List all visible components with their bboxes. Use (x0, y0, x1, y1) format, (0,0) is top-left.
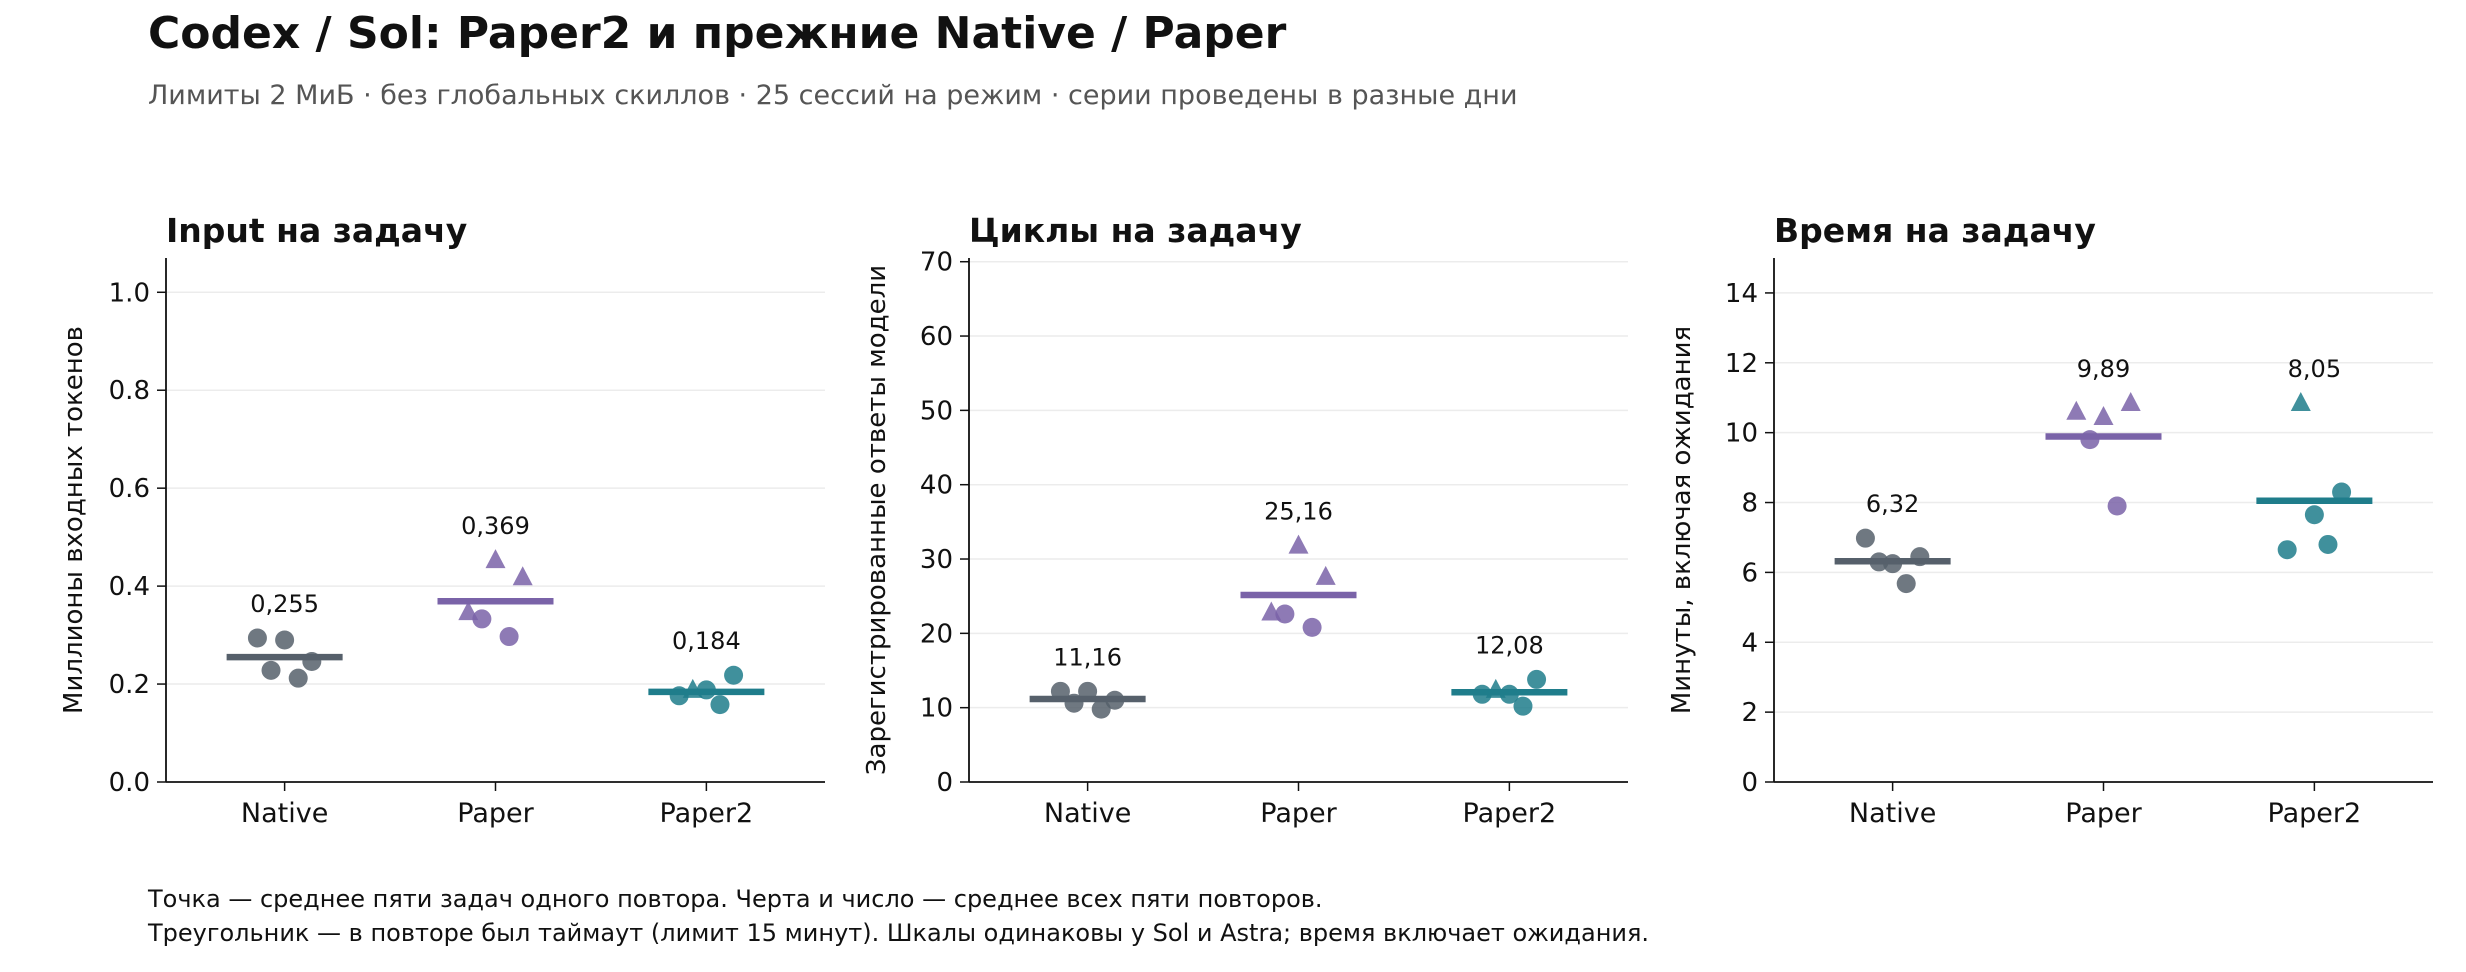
series-paper2: 12,08 (1451, 631, 1568, 716)
y-tick-label: 4 (1741, 628, 1758, 658)
series-paper2: 0,184 (648, 627, 765, 715)
timeout-triangle-marker (485, 549, 506, 569)
repeat-mean-point (261, 660, 281, 680)
mean-value-label: 8,05 (2288, 355, 2341, 383)
timeout-triangle-marker (1315, 565, 1336, 585)
y-tick-label: 10 (920, 694, 953, 724)
x-tick-label: Paper (1260, 798, 1337, 829)
series-paper: 25,16 (1240, 498, 1357, 637)
repeat-mean-point (1302, 617, 1322, 637)
repeat-mean-point (247, 628, 267, 648)
x-tick-label: Paper2 (1463, 798, 1557, 829)
series-native: 0,255 (226, 590, 343, 688)
mean-value-label: 0,255 (250, 590, 319, 618)
y-tick-label: 30 (920, 545, 953, 575)
series-paper2: 8,05 (2256, 355, 2373, 560)
x-tick-label: Paper (457, 798, 534, 829)
series-paper: 9,89 (2045, 355, 2162, 516)
y-tick-label: 60 (920, 322, 953, 352)
y-tick-label: 0.4 (109, 572, 150, 602)
y-axis-label: Миллионы входных токенов (59, 326, 89, 714)
repeat-mean-point (2107, 496, 2127, 516)
mean-value-label: 25,16 (1264, 498, 1333, 526)
timeout-triangle-marker (2120, 391, 2141, 411)
mean-value-label: 11,16 (1053, 643, 1122, 671)
y-axis-label: Минуты, включая ожидания (1667, 326, 1697, 714)
y-tick-label: 0.2 (109, 670, 150, 700)
x-tick-label: Paper2 (660, 798, 754, 829)
repeat-mean-point (1855, 528, 1875, 548)
timeout-triangle-marker (1288, 534, 1309, 554)
y-tick-label: 8 (1741, 489, 1758, 519)
repeat-mean-point (288, 668, 308, 688)
chart-title: Input на задачу (166, 211, 467, 250)
y-tick-label: 40 (920, 471, 953, 501)
y-tick-label: 20 (920, 619, 953, 649)
series-native: 11,16 (1029, 643, 1146, 719)
mean-value-label: 6,32 (1866, 490, 1919, 518)
timeout-triangle-marker (512, 566, 533, 586)
y-axis-label: Зарегистрированные ответы модели (862, 265, 892, 775)
y-tick-label: 10 (1725, 419, 1758, 449)
repeat-mean-point (472, 609, 492, 629)
x-tick-label: Paper (2065, 798, 2142, 829)
y-tick-label: 0.6 (109, 474, 150, 504)
mean-value-label: 0,369 (461, 512, 530, 540)
x-tick-label: Native (1044, 798, 1131, 829)
y-tick-label: 0 (936, 768, 953, 798)
series-native: 6,32 (1834, 490, 1951, 594)
repeat-mean-point (1091, 699, 1111, 719)
y-tick-label: 70 (920, 248, 953, 278)
repeat-mean-point (275, 630, 295, 650)
page-subtitle: Лимиты 2 МиБ · без глобальных скиллов · … (148, 80, 1518, 111)
repeat-mean-point (1527, 669, 1547, 689)
mean-value-label: 9,89 (2077, 355, 2130, 383)
footnote: Точка — среднее пяти задач одного повтор… (148, 882, 1649, 950)
repeat-mean-point (724, 665, 744, 685)
y-tick-label: 0.0 (109, 768, 150, 798)
x-tick-label: Paper2 (2268, 798, 2362, 829)
repeat-mean-point (1275, 604, 1295, 624)
repeat-mean-point (2304, 505, 2324, 525)
timeout-triangle-marker (2093, 405, 2114, 425)
chart-panel-2: 0 10 20 30 40 50 60 70 Циклы на задачу Зарегистри… (862, 211, 1628, 829)
chart-panel-3: 0 2 4 6 8 10 12 14 Время на задачу Минуты, включа… (1667, 211, 2433, 829)
repeat-mean-point (710, 695, 730, 715)
chart-panel-1: 0.0 0.2 0.4 0.6 0.8 1.0 Input на задачу Миллион… (59, 211, 825, 829)
repeat-mean-point (499, 627, 519, 647)
y-tick-label: 6 (1741, 558, 1758, 588)
page-title: Codex / Sol: Paper2 и прежние Native / P… (148, 8, 1287, 59)
mean-value-label: 12,08 (1475, 631, 1544, 659)
y-tick-label: 0.8 (109, 376, 150, 406)
x-tick-label: Native (1849, 798, 1936, 829)
mean-value-label: 0,184 (672, 627, 741, 655)
y-tick-label: 2 (1741, 698, 1758, 728)
repeat-mean-point (2318, 534, 2338, 554)
repeat-mean-point (1513, 696, 1533, 716)
repeat-mean-point (2332, 482, 2352, 502)
footnote-line-2: Треугольник — в повторе был таймаут (лим… (148, 919, 1650, 947)
chart-title: Циклы на задачу (969, 211, 1302, 250)
chart-title: Время на задачу (1774, 211, 2096, 250)
y-tick-label: 0 (1741, 768, 1758, 798)
y-tick-label: 14 (1725, 279, 1758, 309)
y-tick-label: 12 (1725, 349, 1758, 379)
y-tick-label: 50 (920, 396, 953, 426)
timeout-triangle-marker (2290, 391, 2311, 411)
footnote-line-1: Точка — среднее пяти задач одного повтор… (148, 885, 1323, 913)
y-tick-label: 1.0 (109, 278, 150, 308)
x-tick-label: Native (241, 798, 328, 829)
repeat-mean-point (2277, 540, 2297, 560)
series-paper: 0,369 (437, 512, 554, 647)
repeat-mean-point (1896, 574, 1916, 594)
timeout-triangle-marker (2066, 400, 2087, 420)
